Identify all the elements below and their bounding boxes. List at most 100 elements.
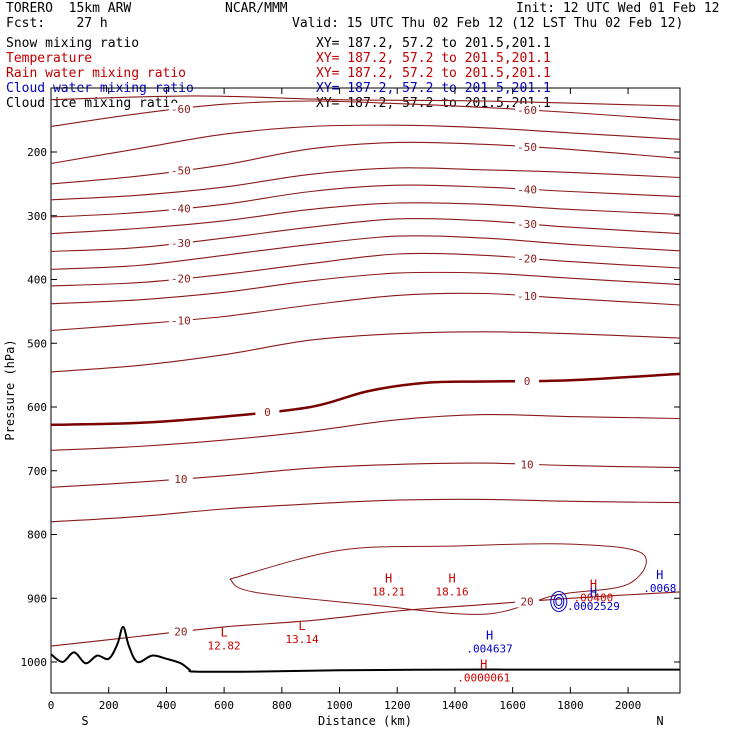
isotherm-label: 0 <box>524 375 531 388</box>
isotherm-label-bg <box>168 314 193 327</box>
x-axis-label: Distance (km) <box>318 714 412 728</box>
cloud-water-contour <box>550 590 568 612</box>
isotherm-label: 20 <box>520 595 533 608</box>
y-tick-label: 800 <box>27 529 47 542</box>
isotherm-line <box>50 167 681 201</box>
isotherm-label-bg <box>168 272 193 285</box>
y-tick-label: 900 <box>27 592 47 605</box>
isotherm-line <box>50 498 681 523</box>
x-tick-label: 1400 <box>442 699 469 712</box>
isotherm-label: 20 <box>174 626 187 639</box>
x-tick-label: 600 <box>214 699 234 712</box>
isotherm-line <box>50 413 681 451</box>
isotherm-label-bg <box>168 236 193 249</box>
extremum-marker: H <box>590 578 597 592</box>
x-tick-label: 800 <box>272 699 292 712</box>
y-tick-label: 200 <box>27 146 47 159</box>
extremum-marker: H <box>385 571 392 585</box>
isotherm-label: -40 <box>171 202 191 215</box>
isotherm-label: -40 <box>517 183 537 196</box>
y-tick-label: 600 <box>27 401 47 414</box>
isotherm-label: 10 <box>520 458 533 471</box>
isotherm-label-bg <box>168 473 193 486</box>
isotherm-line <box>50 252 681 287</box>
extremum-marker: L <box>298 619 305 633</box>
extremum-value: 13.14 <box>285 633 318 646</box>
legend-label: Snow mixing ratio <box>6 36 140 51</box>
isotherm-label-bg <box>515 458 540 471</box>
legend-label: Temperature <box>6 51 93 66</box>
extremum-value: 18.21 <box>372 585 405 598</box>
isotherm-label: -20 <box>171 273 191 286</box>
isotherm-line <box>50 462 681 488</box>
extremum-marker: H <box>656 568 663 582</box>
isotherm-label-bg <box>515 103 540 116</box>
legend-xy: XY= 187.2, 57.2 to 201.5,201.1 <box>316 66 551 81</box>
isotherm-label: -30 <box>517 218 537 231</box>
org-label: NCAR/MMM <box>225 1 288 16</box>
south-label: S <box>81 714 88 728</box>
y-tick-label: 500 <box>27 337 47 350</box>
isotherm-label: -60 <box>517 104 537 117</box>
isotherm-line <box>50 141 681 185</box>
x-tick-label: 1000 <box>326 699 353 712</box>
legend-label: Rain water mixing ratio <box>6 66 187 81</box>
isotherm-label: -30 <box>171 237 191 250</box>
extremum-value: .0002529 <box>567 600 620 613</box>
init-time: Init: 12 UTC Wed 01 Feb 12 <box>516 1 720 16</box>
cloud-water-contour <box>555 596 563 606</box>
isotherm-label-bg <box>515 218 540 231</box>
isotherm-line <box>50 202 681 235</box>
y-axis-label: Pressure (hPa) <box>3 339 17 440</box>
rain-region-outline <box>229 543 647 615</box>
legend-xy: XY= 187.2, 57.2 to 201.5,201.1 <box>316 51 551 66</box>
isotherm-label: 0 <box>264 406 271 419</box>
isotherm-line <box>50 372 681 427</box>
extremum-marker: L <box>221 626 228 640</box>
isotherm-label: -60 <box>171 103 191 116</box>
isotherm-label: 10 <box>174 473 187 486</box>
x-tick-label: 400 <box>156 699 176 712</box>
plot-frame <box>50 87 681 694</box>
extremum-value: 18.16 <box>435 585 468 598</box>
isotherm-line <box>50 292 681 332</box>
isotherm-label-bg <box>515 183 540 196</box>
extremum-marker: H <box>486 629 493 643</box>
isotherm-line <box>50 271 681 305</box>
isotherm-label-bg <box>168 202 193 215</box>
isotherm-line <box>50 591 681 647</box>
x-tick-label: 0 <box>48 699 55 712</box>
y-tick-label: 700 <box>27 465 47 478</box>
isotherm-label: -50 <box>171 164 191 177</box>
isotherm-label-bg <box>168 625 193 638</box>
x-tick-label: 1800 <box>557 699 584 712</box>
x-tick-label: 1200 <box>384 699 411 712</box>
forecast-hour: Fcst: 27 h <box>6 16 108 31</box>
isotherm-label-bg <box>168 102 193 115</box>
valid-time: Valid: 15 UTC Thu 02 Feb 12 (12 LST Thu … <box>292 16 684 31</box>
extremum-value: .004637 <box>466 643 512 656</box>
isotherm-line <box>50 235 681 270</box>
isotherm-label: -20 <box>517 252 537 265</box>
terrain-line <box>50 625 680 673</box>
y-tick-label: 400 <box>27 274 47 287</box>
isotherm-label: -10 <box>171 314 191 327</box>
isotherm-line <box>50 124 681 165</box>
isotherm-line <box>50 331 681 373</box>
extremum-value: .00400 <box>574 592 614 605</box>
extremum-marker: H <box>590 586 597 600</box>
extremum-marker: H <box>448 571 455 585</box>
north-label: N <box>656 714 663 728</box>
isotherm-line <box>50 184 681 218</box>
isotherm-label-bg <box>515 290 540 303</box>
extremum-value: .0068 <box>643 582 676 595</box>
isotherm-line <box>50 100 681 128</box>
isotherm-line <box>50 95 681 107</box>
x-tick-label: 2000 <box>615 699 642 712</box>
model-title: TORERO 15km ARW <box>6 1 132 16</box>
isotherm-label-bg <box>515 140 540 153</box>
y-tick-label: 300 <box>27 210 47 223</box>
isotherm-line <box>50 218 681 252</box>
extremum-marker: H <box>480 657 487 671</box>
